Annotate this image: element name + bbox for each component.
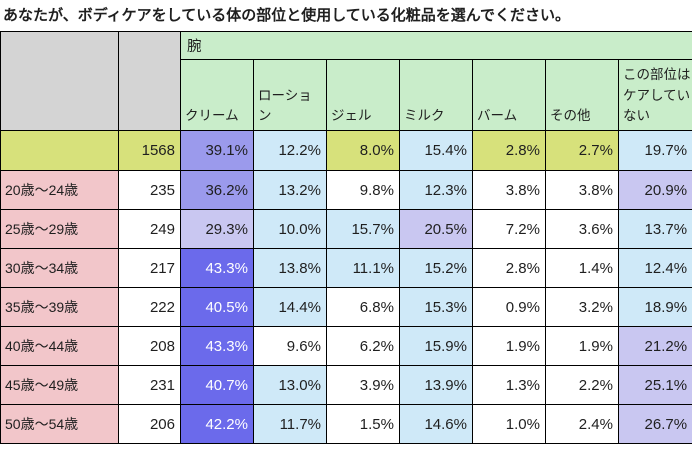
respondent-count-cell: 206 — [118, 404, 181, 444]
percent-cell: 2.2% — [545, 365, 619, 405]
percent-cell: 39.1% — [180, 130, 254, 171]
survey-question-title: あなたが、ボディケアをしている体の部位と使用している化粧品を選んでください。 — [3, 7, 571, 24]
percent-cell: 43.3% — [180, 326, 254, 366]
respondent-count-cell: 235 — [118, 170, 181, 210]
percent-cell: 3.8% — [545, 170, 619, 210]
percent-cell: 1.3% — [472, 365, 546, 405]
crosstab-table: 腕 クリーム ローション ジェル ミルク バーム その他 この部位はケアしていない 1568… — [0, 31, 692, 444]
percent-cell: 1.9% — [472, 326, 546, 366]
survey-crosstab-page: あなたが、ボディケアをしている体の部位と使用している化粧品を選んでください。 腕… — [0, 7, 692, 444]
percent-cell: 11.7% — [253, 404, 327, 444]
percent-cell: 3.9% — [326, 365, 400, 405]
percent-cell: 6.2% — [326, 326, 400, 366]
percent-cell: 2.8% — [472, 248, 546, 288]
percent-cell: 15.2% — [399, 248, 473, 288]
percent-cell: 13.8% — [253, 248, 327, 288]
product-column-header: クリーム — [180, 59, 254, 131]
total-row: 1568 39.1% 12.2% 8.0% 15.4% 2.8% 2.7% 19.7% — [0, 130, 692, 171]
respondent-count-cell: 1568 — [118, 130, 181, 171]
age-group-row: 50歳〜54歳 206 42.2% 11.7% 1.5% 14.6% 1.0% 2.4% 26.… — [0, 404, 692, 444]
age-group-label: 40歳〜44歳 — [0, 326, 119, 366]
percent-cell: 9.6% — [253, 326, 327, 366]
product-column-header: バーム — [472, 59, 546, 131]
age-group-label: 45歳〜49歳 — [0, 365, 119, 405]
percent-cell: 11.1% — [326, 248, 400, 288]
respondent-count-cell: 217 — [118, 248, 181, 288]
percent-cell: 10.0% — [253, 209, 327, 249]
respondent-count-cell: 231 — [118, 365, 181, 405]
percent-cell: 36.2% — [180, 170, 254, 210]
percent-cell: 13.0% — [253, 365, 327, 405]
age-group-label: 20歳〜24歳 — [0, 170, 119, 210]
percent-cell: 7.2% — [472, 209, 546, 249]
respondent-count-cell: 249 — [118, 209, 181, 249]
product-column-header: ジェル — [326, 59, 400, 131]
product-column-header: その他 — [545, 59, 619, 131]
percent-cell: 15.9% — [399, 326, 473, 366]
row-label-column-header — [0, 31, 119, 131]
percent-cell: 3.8% — [472, 170, 546, 210]
product-column-header: ミルク — [399, 59, 473, 131]
percent-cell: 20.5% — [399, 209, 473, 249]
respondent-count-cell: 208 — [118, 326, 181, 366]
age-group-label: 50歳〜54歳 — [0, 404, 119, 444]
body-part-group-header: 腕 — [179, 31, 692, 60]
percent-cell: 19.7% — [617, 130, 692, 171]
percent-cell: 3.2% — [545, 287, 619, 327]
age-group-label: 25歳〜29歳 — [0, 209, 119, 249]
percent-cell: 2.7% — [545, 130, 619, 171]
percent-cell: 0.9% — [472, 287, 546, 327]
percent-cell: 2.4% — [545, 404, 619, 444]
percent-cell: 2.8% — [472, 130, 546, 171]
percent-cell: 42.2% — [180, 404, 254, 444]
count-column-header — [118, 31, 181, 131]
percent-cell: 13.9% — [399, 365, 473, 405]
percent-cell: 12.3% — [399, 170, 473, 210]
percent-cell: 9.8% — [326, 170, 400, 210]
age-group-row: 35歳〜39歳 222 40.5% 14.4% 6.8% 15.3% 0.9% 3.2% 18.… — [0, 287, 692, 327]
percent-cell: 14.6% — [399, 404, 473, 444]
percent-cell: 15.3% — [399, 287, 473, 327]
percent-cell: 6.8% — [326, 287, 400, 327]
age-group-row: 40歳〜44歳 208 43.3% 9.6% 6.2% 15.9% 1.9% 1.9% 21.2… — [0, 326, 692, 366]
percent-cell: 26.7% — [617, 404, 692, 444]
group-header-row: 腕 — [0, 31, 692, 131]
percent-cell: 40.7% — [180, 365, 254, 405]
percent-cell: 13.2% — [253, 170, 327, 210]
percent-cell: 40.5% — [180, 287, 254, 327]
percent-cell: 25.1% — [617, 365, 692, 405]
age-group-row: 30歳〜34歳 217 43.3% 13.8% 11.1% 15.2% 2.8% 1.4% 12… — [0, 248, 692, 288]
age-group-row: 20歳〜24歳 235 36.2% 13.2% 9.8% 12.3% 3.8% 3.8% 20.… — [0, 170, 692, 210]
percent-cell: 12.2% — [253, 130, 327, 171]
percent-cell: 1.4% — [545, 248, 619, 288]
percent-cell: 15.7% — [326, 209, 400, 249]
respondent-count-cell: 222 — [118, 287, 181, 327]
percent-cell: 12.4% — [617, 248, 692, 288]
percent-cell: 3.6% — [545, 209, 619, 249]
percent-cell: 1.9% — [545, 326, 619, 366]
product-column-header: ローション — [253, 59, 327, 131]
percent-cell: 15.4% — [399, 130, 473, 171]
age-group-row: 25歳〜29歳 249 29.3% 10.0% 15.7% 20.5% 7.2% 3.6% 13… — [0, 209, 692, 249]
percent-cell: 21.2% — [617, 326, 692, 366]
age-group-row: 45歳〜49歳 231 40.7% 13.0% 3.9% 13.9% 1.3% 2.2% 25.… — [0, 365, 692, 405]
total-row-label — [0, 130, 119, 171]
percent-cell: 1.0% — [472, 404, 546, 444]
product-column-header: この部位はケアしていない — [617, 59, 692, 131]
percent-cell: 29.3% — [180, 209, 254, 249]
percent-cell: 43.3% — [180, 248, 254, 288]
age-group-label: 35歳〜39歳 — [0, 287, 119, 327]
age-group-label: 30歳〜34歳 — [0, 248, 119, 288]
percent-cell: 1.5% — [326, 404, 400, 444]
product-header-row: クリーム ローション ジェル ミルク バーム その他 この部位はケアしていない — [1, 59, 692, 131]
percent-cell: 20.9% — [617, 170, 692, 210]
percent-cell: 18.9% — [617, 287, 692, 327]
percent-cell: 14.4% — [253, 287, 327, 327]
percent-cell: 13.7% — [617, 209, 692, 249]
percent-cell: 8.0% — [326, 130, 400, 171]
crosstab-body: 1568 39.1% 12.2% 8.0% 15.4% 2.8% 2.7% 19.7% 20歳〜… — [0, 130, 692, 444]
